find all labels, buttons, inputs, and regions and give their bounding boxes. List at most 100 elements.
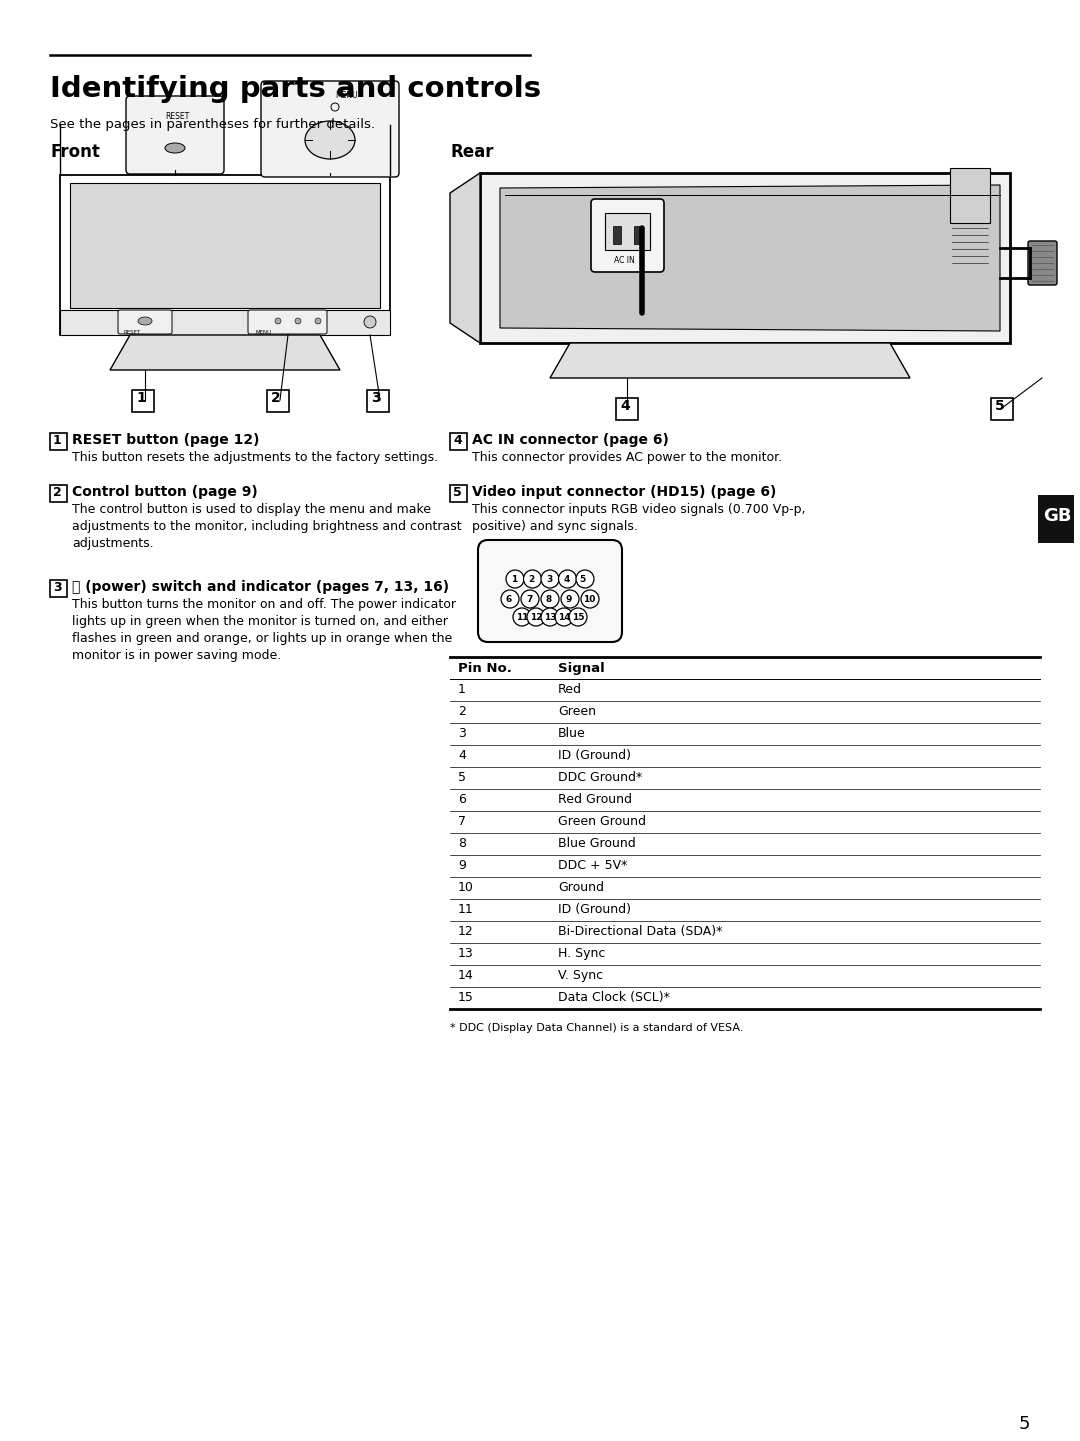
Text: 6: 6 [458,793,465,806]
Ellipse shape [527,608,545,625]
Text: ID (Ground): ID (Ground) [558,749,631,762]
Text: This connector inputs RGB video signals (0.700 Vp-p,
positive) and sync signals.: This connector inputs RGB video signals … [472,503,806,533]
Polygon shape [480,173,1010,343]
Text: 4: 4 [458,749,465,762]
Text: V. Sync: V. Sync [558,968,603,981]
Text: 5: 5 [579,575,585,584]
Text: 10: 10 [458,880,474,893]
Ellipse shape [305,121,355,159]
Text: 4: 4 [620,399,630,414]
Ellipse shape [275,318,281,324]
Bar [616,398,638,419]
Text: 2: 2 [528,575,535,584]
Text: 5: 5 [995,399,1004,414]
Text: This button turns the monitor on and off. The power indicator
lights up in green: This button turns the monitor on and off… [72,598,456,661]
Text: AC IN: AC IN [615,256,635,265]
Ellipse shape [569,608,588,625]
Text: AC IN connector (page 6): AC IN connector (page 6) [472,432,669,447]
Bar [991,398,1013,419]
Polygon shape [500,184,1000,331]
Ellipse shape [576,571,594,588]
Text: 4: 4 [564,575,570,584]
Ellipse shape [521,589,539,608]
Text: Green: Green [558,705,596,718]
Bar [50,579,67,597]
Bar [50,432,67,450]
Text: Red: Red [558,683,582,696]
Text: This button resets the adjustments to the factory settings.: This button resets the adjustments to th… [72,451,438,464]
Text: Identifying parts and controls: Identifying parts and controls [50,75,541,102]
Text: GB: GB [1043,507,1071,525]
Text: 15: 15 [572,612,584,623]
Text: 9: 9 [458,859,465,872]
Ellipse shape [541,571,559,588]
Text: 14: 14 [458,968,474,981]
Ellipse shape [581,589,599,608]
Ellipse shape [501,589,519,608]
Ellipse shape [541,608,559,625]
Bar [450,486,467,501]
FancyBboxPatch shape [478,540,622,643]
Text: Front: Front [50,143,99,161]
FancyBboxPatch shape [248,310,327,334]
Text: Rear: Rear [450,143,494,161]
Polygon shape [550,343,910,378]
Ellipse shape [364,316,376,329]
Text: 11: 11 [516,612,528,623]
Bar [450,432,467,450]
Text: 11: 11 [458,904,474,916]
Ellipse shape [315,318,321,324]
Text: 3: 3 [372,391,380,405]
Bar [267,391,289,412]
Text: Green Ground: Green Ground [558,816,646,829]
Text: MENU: MENU [335,91,357,99]
Text: 3: 3 [53,581,62,594]
Text: Control button (page 9): Control button (page 9) [72,486,258,499]
Text: 5: 5 [453,486,462,499]
Polygon shape [110,334,340,370]
Bar [1038,496,1074,543]
Text: 2: 2 [458,705,465,718]
Ellipse shape [513,608,531,625]
Text: 1: 1 [458,683,465,696]
Text: DDC Ground*: DDC Ground* [558,771,643,784]
Ellipse shape [507,571,524,588]
Bar [613,226,621,244]
Text: Bi-Directional Data (SDA)*: Bi-Directional Data (SDA)* [558,925,723,938]
Text: 3: 3 [458,728,465,741]
Text: See the pages in parentheses for further details.: See the pages in parentheses for further… [50,118,375,131]
Text: 5: 5 [458,771,465,784]
Bar [605,213,650,249]
Text: Video input connector (HD15) (page 6): Video input connector (HD15) (page 6) [472,486,777,499]
Text: MENU: MENU [255,330,271,334]
Text: RESET: RESET [165,112,189,121]
Text: Ground: Ground [558,880,604,893]
Text: Pin No.: Pin No. [458,661,512,674]
FancyBboxPatch shape [118,310,172,334]
Ellipse shape [165,143,185,153]
Polygon shape [450,173,480,343]
Bar [634,226,642,244]
Text: 12: 12 [458,925,474,938]
FancyBboxPatch shape [126,97,224,174]
Text: 9: 9 [566,595,572,604]
Text: 13: 13 [458,947,474,960]
Text: 14: 14 [558,612,570,623]
Ellipse shape [555,608,573,625]
Text: * DDC (Display Data Channel) is a standard of VESA.: * DDC (Display Data Channel) is a standa… [450,1023,743,1033]
Bar [132,391,154,412]
Text: 8: 8 [546,595,552,604]
Text: RESET: RESET [123,330,140,334]
Text: The control button is used to display the menu and make
adjustments to the monit: The control button is used to display th… [72,503,461,550]
Bar [50,486,67,501]
Bar [60,310,390,334]
Text: 7: 7 [526,595,532,604]
Text: Blue Ground: Blue Ground [558,837,636,850]
Text: 12: 12 [530,612,542,623]
Text: DDC + 5V*: DDC + 5V* [558,859,627,872]
Text: H. Sync: H. Sync [558,947,606,960]
Text: This connector provides AC power to the monitor.: This connector provides AC power to the … [472,451,782,464]
Ellipse shape [561,589,579,608]
Bar [367,391,389,412]
Text: 8: 8 [458,837,465,850]
